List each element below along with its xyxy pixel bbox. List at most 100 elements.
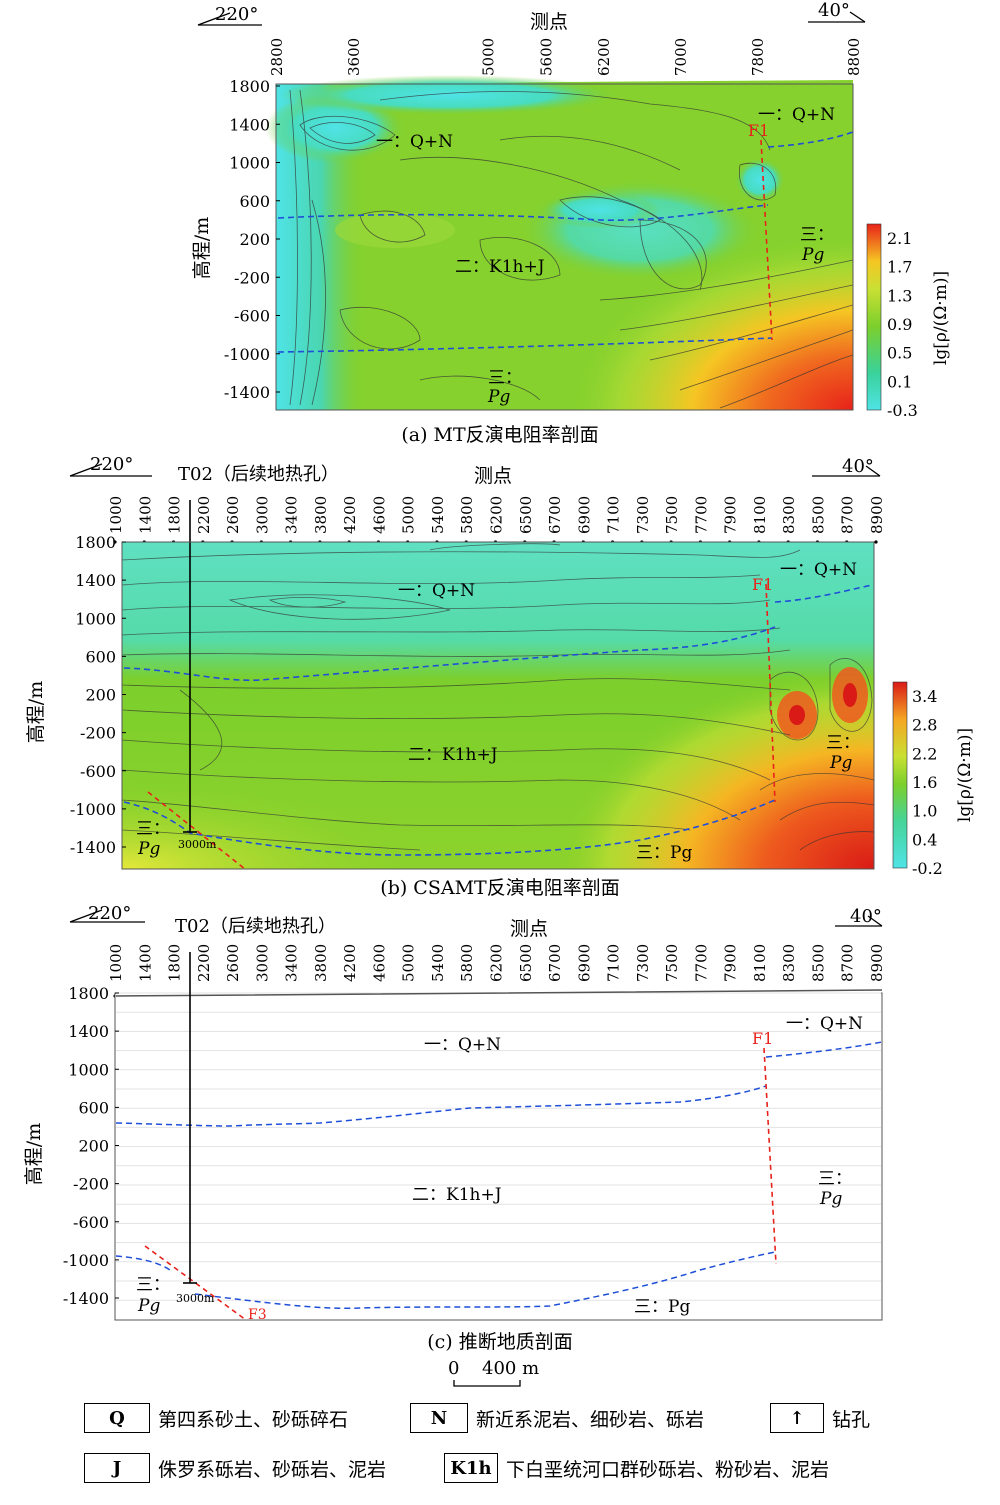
label-k1h-j: 二：K1h+J — [455, 257, 545, 277]
station-label: 4200 — [341, 496, 359, 534]
station-tick-labels: 1000 1400 1800 2200 2600 3000 3400 3800 4200 4600… — [107, 944, 886, 998]
y-axis-label: 高程/m — [191, 217, 213, 279]
contour-lines — [289, 89, 854, 409]
station-label: 3000 — [253, 944, 271, 982]
colorbar-tick-label: 2.8 — [912, 716, 937, 735]
boundary-lower — [277, 337, 773, 353]
legend-item-k1h: K1h 下白垩统河口群砂砾岩、粉砂岩、泥岩 — [444, 1451, 829, 1485]
station-label: 2600 — [224, 944, 242, 982]
station-point — [113, 540, 117, 544]
station-label: 2800 — [268, 38, 286, 76]
colorbar-label: lg[ρ/(Ω·m)] — [931, 271, 951, 365]
label-pg-right: 三： — [826, 733, 860, 753]
station-label: 3400 — [283, 496, 301, 534]
station-label: 7100 — [605, 496, 623, 534]
colorbar — [866, 223, 882, 411]
colorbar-tick-label: 0.1 — [887, 372, 912, 391]
legend-symbol-j: J — [84, 1453, 150, 1483]
station-label: 8100 — [751, 944, 769, 982]
well-label: T02（后续地热孔） — [175, 916, 336, 937]
legend-text-n: 新近系泥岩、细砂岩、砾岩 — [476, 1408, 705, 1431]
station-label: 7800 — [749, 38, 767, 76]
label-fault-f3: F3 — [248, 1307, 267, 1323]
label-pg-right: 三： — [800, 225, 834, 245]
y-tick-label: 200 — [239, 230, 270, 249]
station-label: 1000 — [107, 496, 125, 534]
label-qn-right: 一：Q+N — [758, 105, 835, 125]
boundary-upper — [115, 1085, 767, 1127]
y-axis-label: 高程/m — [23, 1123, 45, 1185]
station-tick-labels: 2800 3600 5000 5600 6200 7000 7800 8800 — [268, 38, 863, 76]
station-label: 7900 — [722, 944, 740, 982]
colorbar-tick-label: 1.6 — [912, 773, 937, 792]
label-pg-right-b: Pg — [829, 753, 852, 773]
station-label: 4200 — [341, 944, 359, 982]
well-label: T02（后续地热孔） — [178, 464, 339, 485]
y-tick-label: -1400 — [224, 383, 270, 402]
station-label: 7300 — [634, 944, 652, 982]
station-label: 2600 — [224, 496, 242, 534]
fault-f1 — [765, 583, 776, 803]
station-label: 4600 — [370, 944, 388, 982]
y-tick-label: -200 — [234, 268, 270, 287]
azimuth-right-label: 40° — [818, 0, 850, 21]
station-label: 5000 — [400, 944, 418, 982]
y-tick-label: 1400 — [75, 571, 116, 590]
azimuth-left-label: 220° — [88, 903, 131, 924]
y-tick-label: -1400 — [70, 838, 116, 857]
fault-f1 — [760, 139, 773, 341]
label-fault-f1: F1 — [752, 1029, 773, 1048]
azimuth-left-label: 220° — [215, 4, 258, 25]
station-label: 8100 — [751, 496, 769, 534]
legend-item-n: N 新近系泥岩、细砂岩、砾岩 — [410, 1401, 704, 1435]
legend-symbol-k1h: K1h — [444, 1453, 498, 1483]
label-pg-bottom: 三： — [488, 368, 522, 388]
boundary-lower — [194, 1251, 776, 1310]
colorbar-ticks: 3.4 2.8 2.2 1.6 1.0 0.4 -0.2 — [912, 687, 943, 878]
station-label: 5000 — [480, 38, 498, 76]
label-pg-right-b: Pg — [801, 245, 824, 265]
station-label: 8900 — [868, 496, 886, 534]
station-label: 6500 — [517, 944, 535, 982]
y-tick-label: 200 — [78, 1137, 109, 1156]
legend-symbol-borehole: ↑ — [770, 1403, 824, 1433]
station-label: 3800 — [312, 944, 330, 982]
azimuth-right-label: 40° — [850, 906, 882, 927]
colorbar-tick-label: 1.0 — [912, 802, 937, 821]
panel-a-mt-section: 220° 40° 测点 2800 3600 5000 5600 6200 7000 7800… — [191, 0, 951, 420]
fault-f1 — [763, 1047, 777, 1265]
label-pg-right-b: Pg — [819, 1189, 842, 1209]
y-tick-label: 1800 — [75, 533, 116, 552]
colorbar-tick-label: -0.3 — [887, 401, 918, 420]
boundary-lower — [123, 799, 776, 856]
station-tick-labels: 1000 1400 1800 2200 2600 3000 3400 3800 4200 4600… — [107, 496, 886, 544]
label-qn: 一：Q+N — [398, 581, 475, 601]
station-axis-title: 测点 — [530, 11, 568, 33]
station-label: 8300 — [780, 496, 798, 534]
station-label: 5400 — [429, 496, 447, 534]
station-label: 5600 — [537, 38, 555, 76]
colorbar-label: lg[ρ/(Ω·m)] — [955, 728, 975, 822]
station-label: 7700 — [692, 944, 710, 982]
colorbar-tick-label: 0.9 — [887, 315, 912, 334]
label-pg-bottom-b: Pg — [487, 387, 510, 407]
station-label: 6900 — [575, 496, 593, 534]
y-tick-label: 200 — [85, 686, 116, 705]
scale-bar: 0 400 m — [448, 1358, 539, 1387]
legend-text-borehole: 钻孔 — [832, 1408, 871, 1431]
label-qn-right: 一：Q+N — [786, 1014, 863, 1034]
y-axis-ticks: 1800 1400 1000 600 200 -200 -600 -1000 -1400 — [224, 77, 280, 402]
label-pg-left: 三： — [136, 819, 170, 839]
y-tick-label: 1800 — [68, 984, 109, 1003]
station-label: 7900 — [722, 496, 740, 534]
y-tick-label: 1000 — [75, 609, 116, 628]
label-k1h-j: 二：K1h+J — [408, 745, 498, 765]
station-label: 6900 — [575, 944, 593, 982]
station-label: 7000 — [672, 38, 690, 76]
colorbar-ticks: 2.1 1.7 1.3 0.9 0.5 0.1 -0.3 — [887, 229, 918, 420]
y-tick-label: -1000 — [224, 345, 270, 364]
station-label: 8800 — [845, 38, 863, 76]
station-axis-title: 测点 — [474, 465, 512, 487]
station-label: 8700 — [839, 496, 857, 534]
gridlines — [116, 992, 881, 1301]
